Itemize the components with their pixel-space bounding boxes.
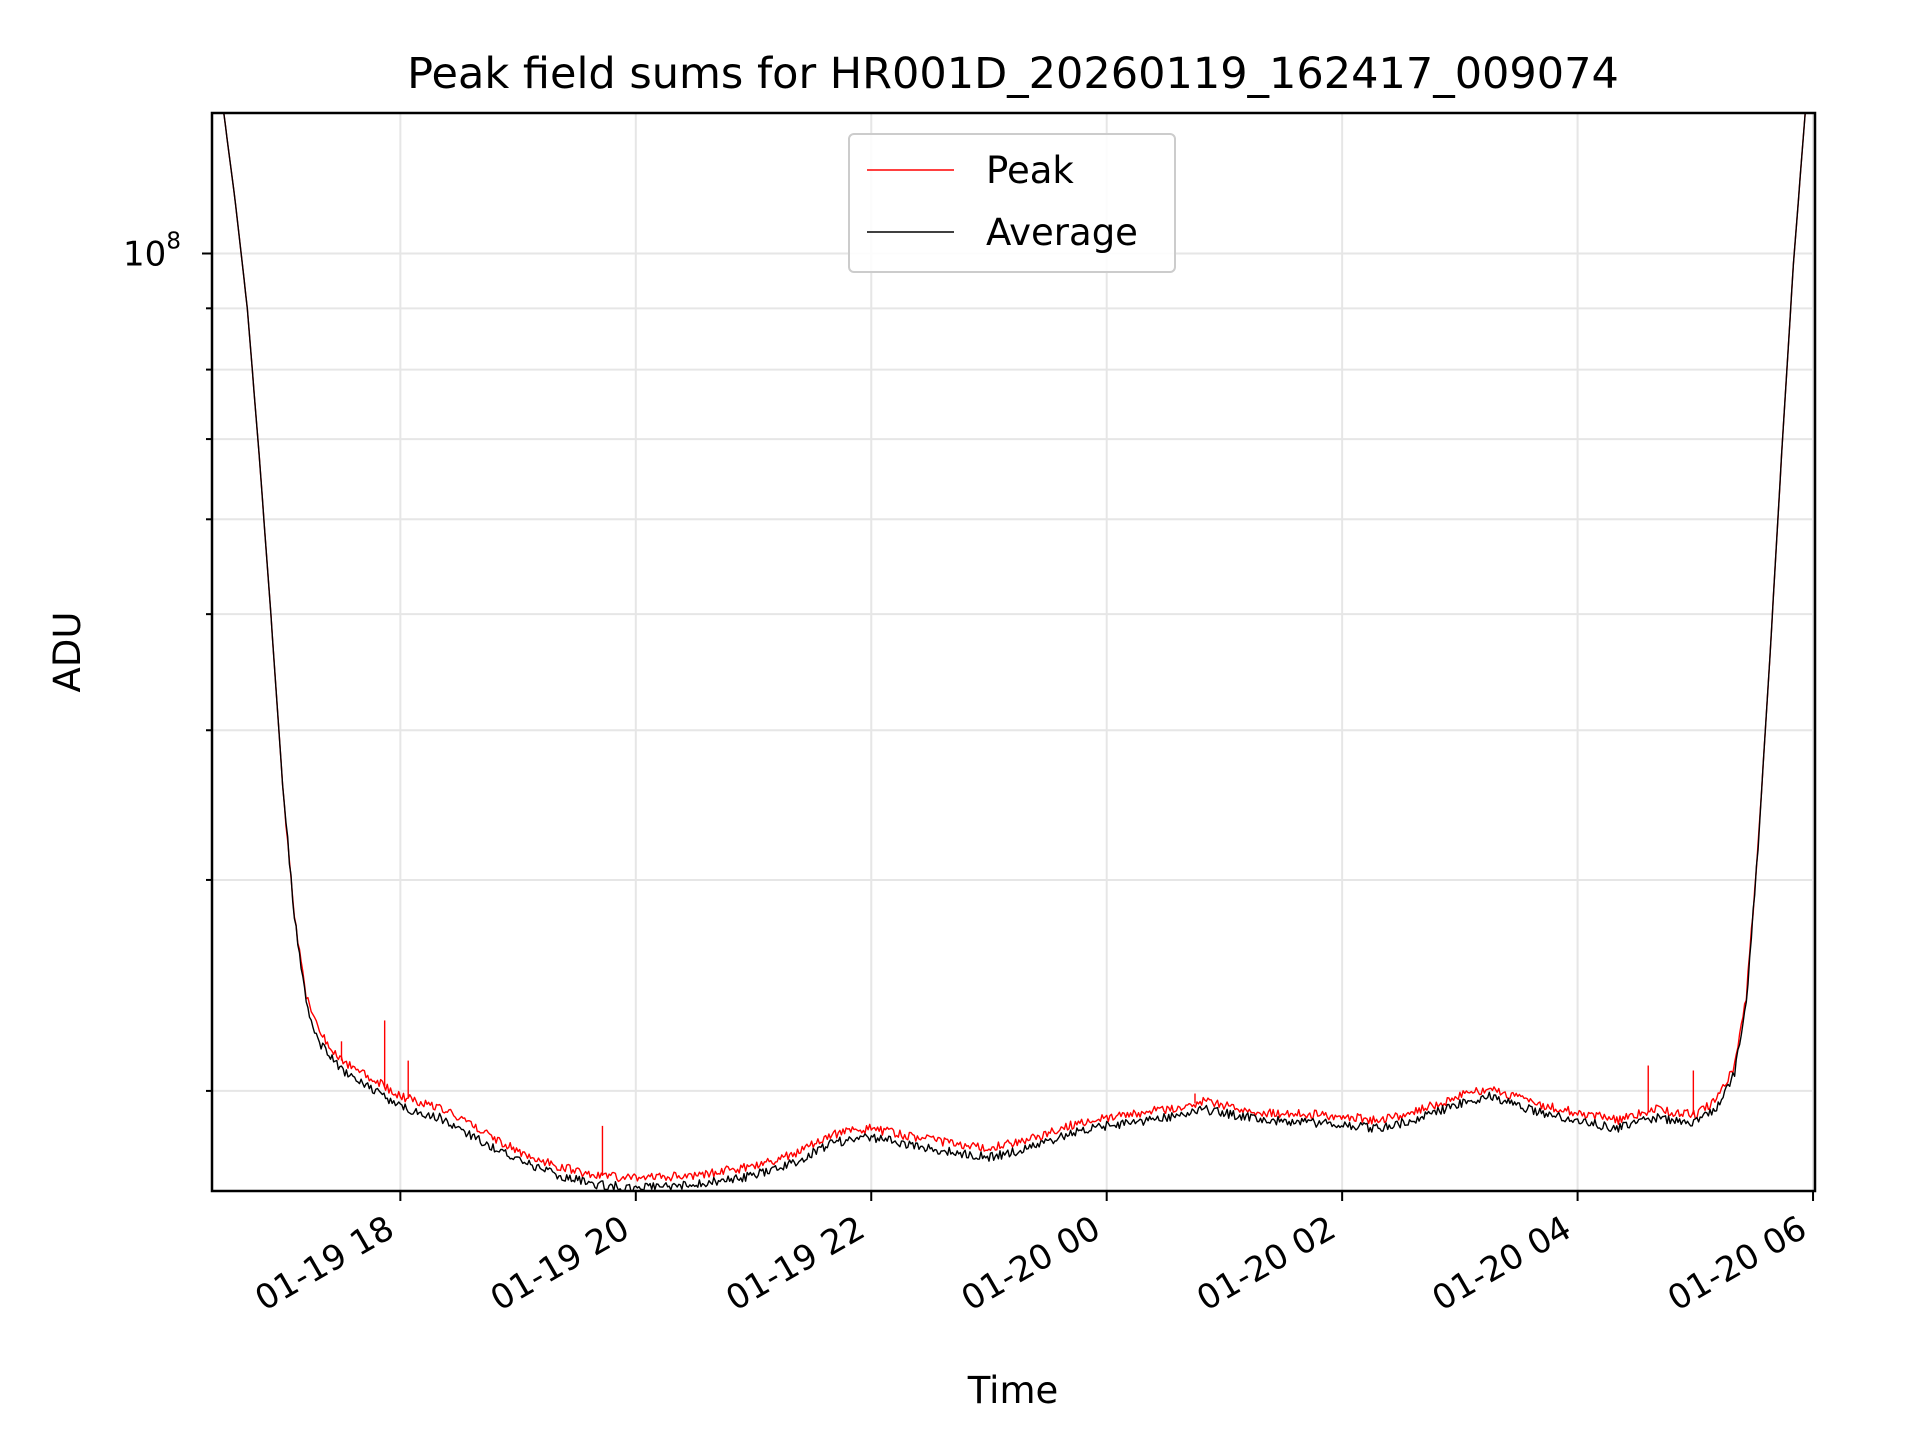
axes-frame (210, 111, 1817, 1193)
y-tick-label: 108 (123, 228, 181, 274)
legend-label-peak: Peak (986, 149, 1074, 192)
series-line-peak (223, 113, 1806, 1183)
x-tick-label: 01-20 00 (955, 1208, 1107, 1319)
x-tick-label: 01-20 06 (1661, 1208, 1813, 1319)
series-line-average (223, 113, 1806, 1191)
x-axis-label: Time (967, 1369, 1059, 1412)
x-tick-label: 01-20 02 (1190, 1208, 1342, 1319)
legend-box (848, 133, 1176, 273)
legend: Peak Average (848, 133, 1176, 273)
plot-area (223, 113, 1806, 1191)
x-tick-label: 01-20 04 (1426, 1208, 1578, 1319)
x-tick-label: 01-19 20 (484, 1208, 636, 1319)
legend-label-average: Average (986, 211, 1138, 254)
x-tick-label: 01-19 22 (719, 1208, 871, 1319)
x-tick-label: 01-19 18 (248, 1208, 400, 1319)
y-axis-label: ADU (46, 612, 89, 693)
chart-title: Peak field sums for HR001D_20260119_1624… (407, 49, 1619, 99)
grid (212, 113, 1815, 1191)
